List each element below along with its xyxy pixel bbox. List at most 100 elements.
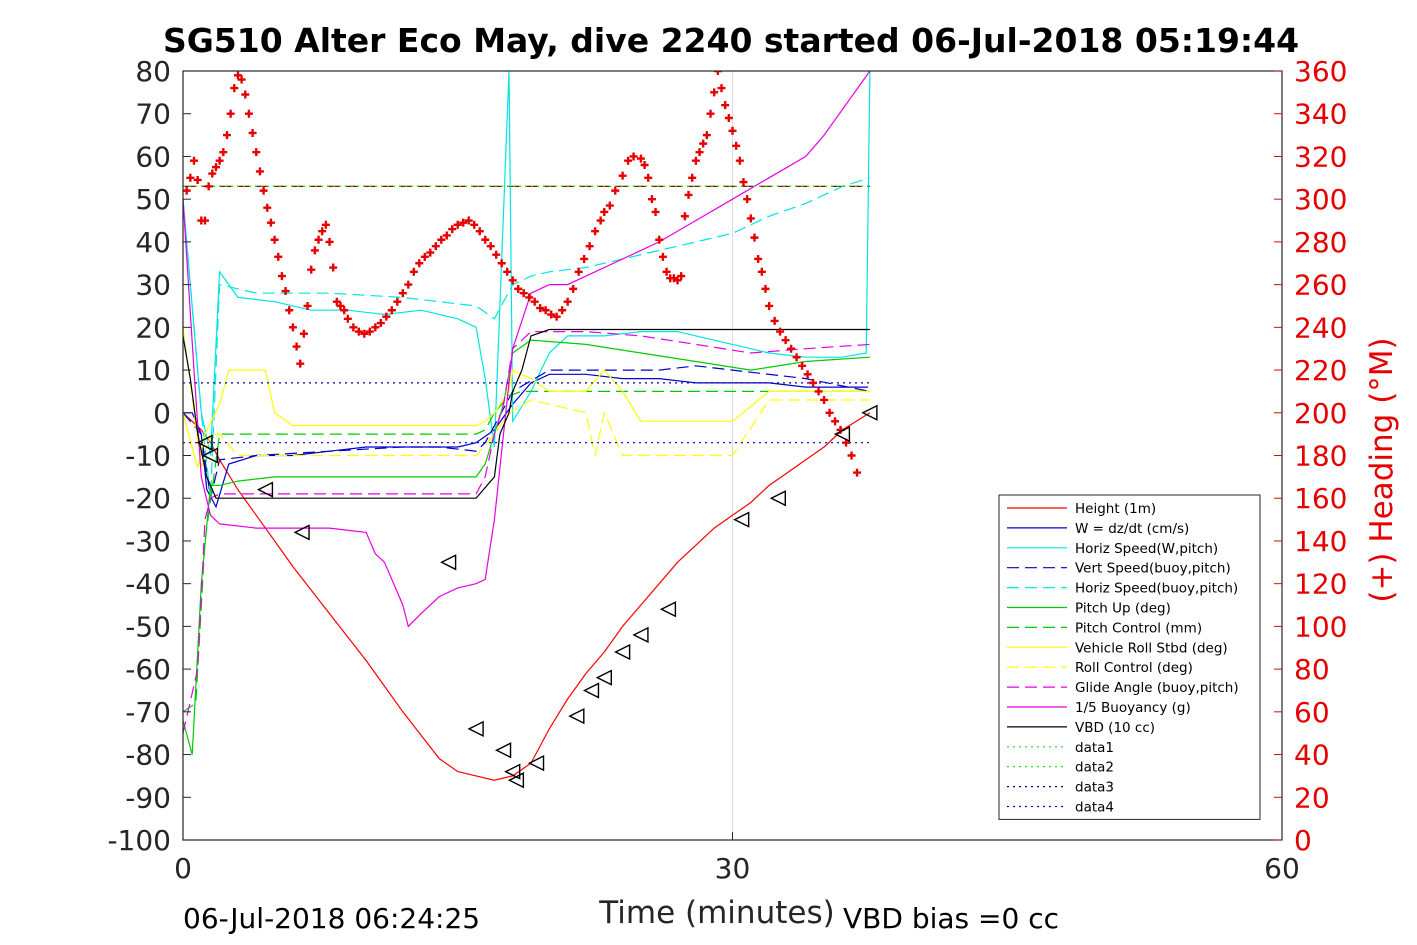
triangle-marker: [494, 742, 512, 759]
heading-point: [237, 75, 246, 84]
heading-point: [792, 353, 801, 362]
triangle-marker: [256, 481, 274, 498]
heading-point: [404, 280, 413, 289]
heading-point: [288, 323, 297, 332]
heading-point: [732, 141, 741, 150]
y-tick-label: -60: [125, 653, 171, 686]
heading-point: [691, 156, 700, 165]
heading-point: [600, 207, 609, 216]
right-tick-label: 260: [1294, 269, 1347, 302]
heading-point: [259, 186, 268, 195]
heading-point: [255, 167, 264, 176]
heading-point: [825, 408, 834, 417]
heading-point: [580, 254, 589, 263]
heading-point: [299, 329, 308, 338]
right-tick-label: 60: [1294, 696, 1330, 729]
legend-entry: Vehicle Roll Stbd (deg): [1075, 640, 1228, 656]
heading-point: [743, 195, 752, 204]
y-tick-label: -90: [125, 781, 171, 814]
legend-entry: Pitch Control (mm): [1075, 620, 1202, 636]
heading-point: [343, 314, 352, 323]
triangle-marker: [614, 643, 631, 661]
right-tick-label: 320: [1294, 140, 1347, 173]
triangle-marker: [769, 490, 786, 507]
heading-point: [781, 336, 790, 345]
heading-point: [853, 468, 862, 477]
legend-entry: data4: [1075, 800, 1114, 816]
heading-point: [263, 203, 272, 212]
heading-point: [382, 312, 391, 321]
heading-point: [464, 216, 473, 225]
heading-point: [717, 84, 726, 93]
heading-point: [677, 272, 686, 281]
triangle-marker: [659, 601, 677, 618]
triangle-marker: [440, 554, 457, 571]
y-tick-label: -10: [125, 440, 171, 473]
y-tick-label: -80: [125, 739, 171, 772]
heading-point: [684, 190, 693, 199]
heading-point: [558, 306, 567, 315]
heading-point: [798, 361, 807, 370]
heading-point: [252, 148, 261, 157]
heading-point: [547, 310, 556, 319]
heading-point: [503, 267, 512, 276]
end-timestamp: 06-Jul-2018 06:24:25: [183, 902, 480, 935]
series-line-pitch-control-mm: [183, 390, 870, 713]
right-tick-label: 280: [1294, 226, 1347, 259]
heading-point: [230, 84, 239, 93]
heading-point: [497, 259, 506, 268]
right-tick-label: 80: [1294, 653, 1330, 686]
chart-title: SG510 Alter Eco May, dive 2240 started 0…: [163, 21, 1299, 60]
heading-point: [481, 235, 490, 244]
heading-point: [640, 160, 649, 169]
y-tick-label: 20: [135, 311, 171, 344]
y-tick-label: -30: [125, 525, 171, 558]
y-tick-label: 10: [135, 354, 171, 387]
heading-point: [285, 306, 294, 315]
heading-point: [809, 378, 818, 387]
series-layer: [183, 71, 871, 781]
legend: Height (1m) W = dz/dt (cm/s) Horiz Speed(W…: [998, 494, 1261, 820]
series-line-vehicle-roll-stbd-deg: [183, 369, 870, 469]
heading-point: [702, 131, 711, 140]
right-tick-label: 120: [1294, 568, 1347, 601]
heading-point: [574, 267, 583, 276]
marker-layer: [183, 71, 878, 789]
heading-point: [820, 395, 829, 404]
heading-point: [244, 109, 253, 118]
heading-point: [475, 227, 484, 236]
heading-point: [226, 109, 235, 118]
heading-point: [219, 148, 228, 157]
heading-point: [552, 312, 561, 321]
heading-point: [673, 276, 682, 285]
series-line-pitch-up-deg: [183, 339, 870, 755]
heading-point: [541, 306, 550, 315]
heading-point: [208, 169, 217, 178]
heading-point: [281, 287, 290, 296]
heading-point: [349, 323, 358, 332]
heading-point: [204, 182, 213, 191]
heading-point: [728, 126, 737, 135]
triangle-marker: [293, 524, 310, 541]
heading-point: [814, 387, 823, 396]
x-tick-label: 0: [174, 852, 192, 885]
heading-point: [563, 297, 572, 306]
heading-point: [211, 163, 220, 172]
heading-point: [596, 216, 605, 225]
triangle-marker: [861, 404, 878, 421]
legend-entry: data1: [1075, 740, 1114, 756]
right-tick-label: 200: [1294, 397, 1347, 430]
heading-point: [695, 148, 704, 157]
heading-point: [776, 327, 785, 336]
legend-entry: Roll Control (deg): [1075, 660, 1193, 676]
legend-entry: Horiz Speed(W,pitch): [1075, 541, 1218, 557]
triangle-marker: [632, 626, 649, 644]
heading-point: [437, 235, 446, 244]
heading-point: [371, 323, 380, 332]
heading-point: [519, 289, 528, 298]
triangle-marker: [201, 447, 219, 464]
legend-entry: Pitch Up (deg): [1075, 601, 1171, 617]
vbd-bias-label: VBD bias =0 cc: [843, 902, 1059, 935]
heading-point: [536, 304, 545, 313]
